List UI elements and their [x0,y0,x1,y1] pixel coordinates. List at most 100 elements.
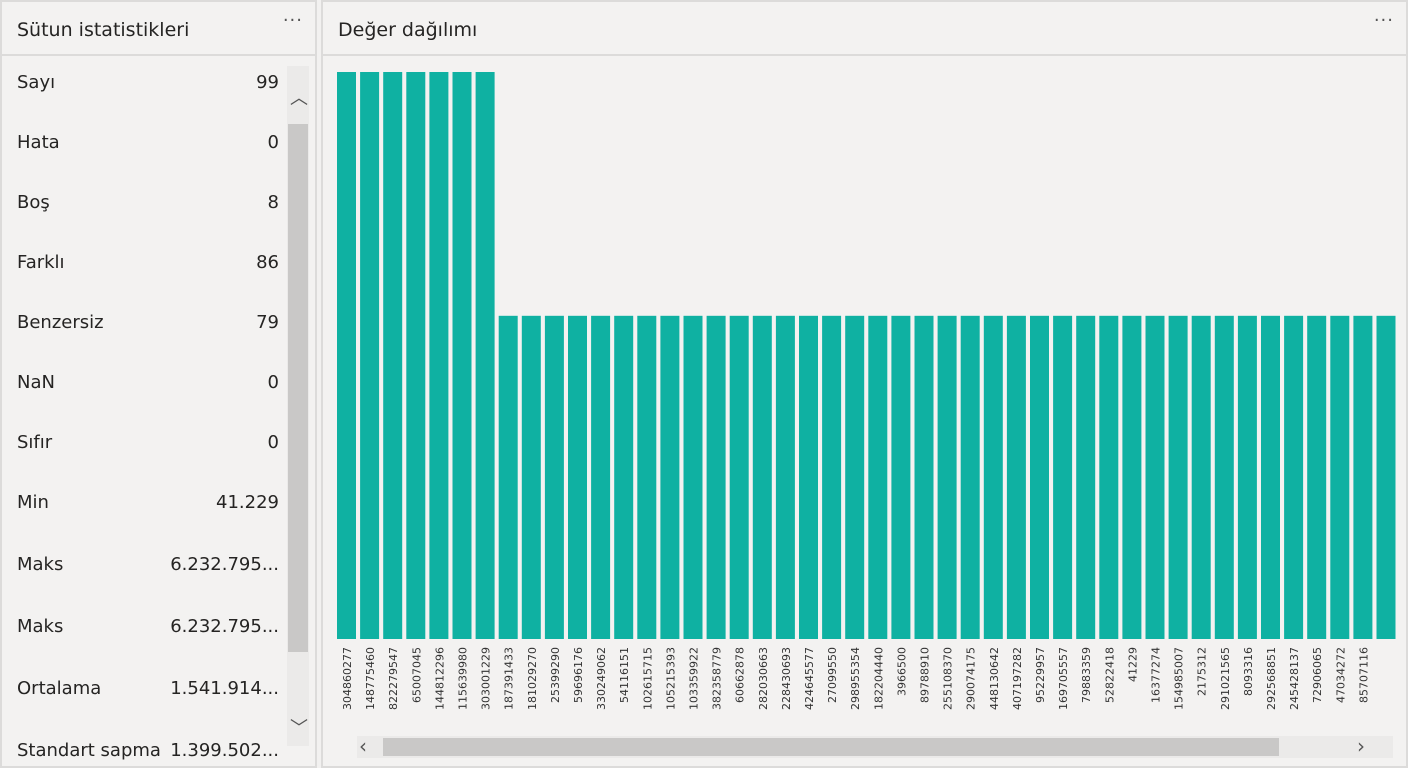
x-tick-label: 298955354 [849,647,862,710]
bar[interactable] [406,72,426,639]
vertical-scrollbar[interactable]: ︿ ﹀ [287,66,309,746]
x-tick-label: 65007045 [410,647,423,703]
stat-label: Standart sapma [17,740,161,761]
bar[interactable] [1353,315,1373,639]
stat-value: 99 [256,72,279,93]
stat-row: Ortalama 1.541.914... [17,678,279,699]
bar[interactable] [1284,315,1304,639]
bar[interactable] [1006,315,1026,639]
stat-value: 8 [267,192,279,213]
scroll-thumb[interactable] [288,124,308,652]
bar[interactable] [568,315,587,639]
bar[interactable] [775,315,795,639]
x-tick-label: 3966500 [895,647,908,696]
panel-title: Değer dağılımı [338,19,478,41]
bar[interactable] [983,315,1003,639]
stat-value: 41.229 [216,492,279,513]
x-tick-label: 8093316 [1242,647,1255,696]
x-tick-label: 59696176 [572,647,585,703]
x-tick-label: 330249062 [595,647,608,710]
bar[interactable] [452,72,472,639]
bar[interactable] [891,315,911,639]
bar[interactable] [937,315,957,639]
stat-value: 86 [256,252,279,273]
bar[interactable] [1376,315,1396,639]
scroll-left-icon[interactable]: ‹ [359,734,367,758]
scroll-down-icon[interactable]: ﹀ [290,718,308,739]
bar[interactable] [799,315,818,639]
bar[interactable] [637,315,657,639]
more-options-icon[interactable]: ··· [1373,10,1394,31]
bar[interactable] [521,315,541,639]
bar[interactable] [383,72,403,639]
scroll-up-icon[interactable]: ︿ [290,88,308,109]
bar[interactable] [591,315,611,639]
value-distribution-panel: Değer dağılımı ··· 304860277 148775460 822… [321,0,1408,768]
x-tick-label: 382358779 [711,647,724,710]
x-tick-label: 424645577 [803,647,816,710]
bar[interactable] [1307,315,1327,639]
x-tick-label: 2175312 [1196,647,1209,696]
stat-label: Benzersiz [17,312,104,333]
value-distribution-chart: 304860277 148775460 822279547 65007045 14481… [337,72,1396,710]
more-options-icon[interactable]: ··· [282,10,303,31]
x-tick-label: 255108370 [942,647,955,710]
stat-row: NaN 0 [17,372,279,393]
x-tick-label: 148775460 [364,647,377,710]
bar[interactable] [360,72,380,639]
x-tick-label: 79883359 [1080,647,1093,703]
bar[interactable] [1214,315,1234,639]
scroll-right-icon[interactable]: › [1357,734,1365,758]
stat-label: Maks [17,616,64,637]
bar[interactable] [914,315,934,639]
scroll-thumb[interactable] [383,738,1279,756]
bar[interactable] [822,315,842,639]
bar[interactable] [706,315,726,639]
bar[interactable] [1099,315,1119,639]
stat-row: Standart sapma 1.399.502... [17,740,279,761]
x-tick-label: 290074175 [965,647,978,710]
bar[interactable] [498,315,518,639]
bar[interactable] [683,315,703,639]
bar[interactable] [660,315,680,639]
x-tick-label: 72906065 [1311,647,1324,703]
bar[interactable] [1053,315,1073,639]
stat-label: Boş [17,192,50,213]
bar[interactable] [1237,315,1257,639]
bar[interactable] [868,315,888,639]
bar[interactable] [1076,315,1096,639]
stat-row: Sayı 99 [17,72,279,93]
bar[interactable] [337,72,356,639]
bar[interactable] [752,315,772,639]
x-tick-label: 154985007 [1173,647,1186,710]
stat-row: Hata 0 [17,132,279,153]
bar[interactable] [1122,315,1142,639]
bar[interactable] [960,315,980,639]
bar[interactable] [1030,315,1049,639]
x-tick-label: 85707116 [1357,647,1370,703]
stat-label: Maks [17,554,64,575]
bar[interactable] [614,315,634,639]
bar[interactable] [1261,315,1280,639]
bar[interactable] [429,72,449,639]
bar[interactable] [845,315,865,639]
stat-row: Benzersiz 79 [17,312,279,333]
bar[interactable] [1191,315,1211,639]
x-tick-label: 54116151 [618,647,631,703]
x-tick-label: 187391433 [503,647,516,710]
bar[interactable] [475,72,495,639]
bar[interactable] [1168,315,1188,639]
bar[interactable] [1330,315,1350,639]
panel-header: Değer dağılımı ··· [323,2,1406,56]
bar[interactable] [544,315,564,639]
bar[interactable] [729,315,749,639]
stat-row: Maks 6.232.795... [17,616,279,637]
horizontal-scrollbar[interactable]: ‹ › [357,734,1393,758]
stat-value: 6.232.795... [170,616,279,637]
bar[interactable] [1145,315,1165,639]
x-tick-label: 448130642 [988,647,1001,710]
stat-value: 0 [267,372,279,393]
x-tick-label: 407197282 [1011,647,1024,710]
x-tick-label: 27099550 [826,647,839,703]
x-tick-label: 282030663 [757,647,770,710]
